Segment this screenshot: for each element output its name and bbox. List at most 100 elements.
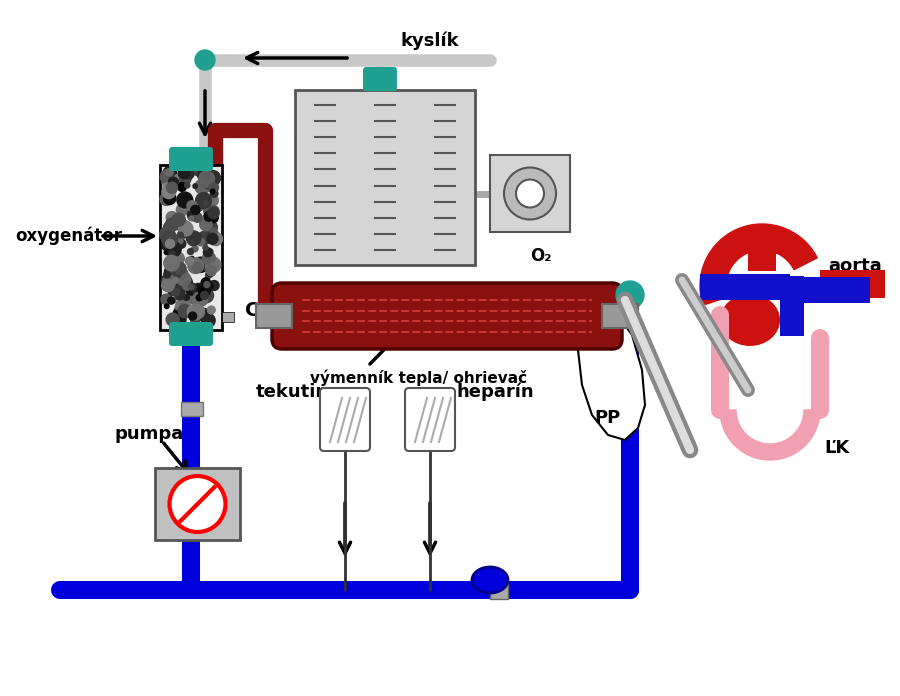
Circle shape: [177, 192, 193, 208]
Circle shape: [166, 212, 177, 223]
Bar: [490, 583, 508, 599]
Circle shape: [183, 282, 191, 290]
Circle shape: [163, 182, 174, 193]
Circle shape: [177, 238, 183, 244]
Circle shape: [178, 172, 191, 185]
Circle shape: [516, 180, 544, 207]
Circle shape: [189, 312, 196, 320]
Circle shape: [200, 219, 212, 231]
Circle shape: [172, 277, 178, 283]
Circle shape: [176, 299, 191, 314]
Circle shape: [161, 274, 176, 289]
Circle shape: [202, 183, 211, 191]
Circle shape: [168, 217, 173, 222]
Circle shape: [172, 216, 185, 230]
Circle shape: [201, 278, 211, 287]
Bar: [295, 90, 475, 265]
Circle shape: [189, 240, 194, 245]
Circle shape: [193, 299, 201, 306]
Text: tekutiny: tekutiny: [256, 383, 341, 401]
Circle shape: [172, 213, 185, 226]
Circle shape: [166, 242, 181, 257]
Circle shape: [209, 232, 222, 246]
Circle shape: [169, 476, 226, 532]
Circle shape: [184, 182, 190, 188]
Bar: [155, 468, 240, 540]
Circle shape: [175, 313, 186, 324]
Circle shape: [166, 169, 175, 177]
Circle shape: [209, 206, 219, 216]
Circle shape: [197, 238, 205, 246]
Circle shape: [198, 289, 204, 294]
Circle shape: [207, 306, 215, 314]
FancyBboxPatch shape: [405, 388, 455, 451]
Circle shape: [195, 308, 201, 314]
Circle shape: [204, 212, 213, 221]
Circle shape: [185, 200, 192, 207]
Circle shape: [204, 288, 211, 294]
Circle shape: [616, 281, 644, 309]
Circle shape: [165, 264, 180, 280]
Circle shape: [186, 231, 201, 246]
Circle shape: [190, 314, 200, 324]
Circle shape: [205, 257, 220, 273]
Bar: [490, 155, 570, 232]
Circle shape: [197, 170, 207, 180]
FancyBboxPatch shape: [169, 322, 213, 346]
FancyBboxPatch shape: [169, 147, 213, 171]
Circle shape: [207, 212, 218, 223]
Circle shape: [176, 204, 188, 216]
Circle shape: [209, 183, 219, 193]
Circle shape: [187, 200, 197, 211]
Circle shape: [164, 235, 174, 244]
Circle shape: [177, 182, 186, 191]
Circle shape: [211, 228, 217, 235]
Circle shape: [164, 250, 169, 255]
Text: heparín: heparín: [456, 383, 534, 402]
Circle shape: [179, 230, 188, 238]
Circle shape: [211, 263, 218, 270]
Polygon shape: [720, 410, 820, 460]
Circle shape: [159, 227, 175, 242]
Bar: [602, 304, 638, 328]
Circle shape: [187, 248, 194, 255]
Circle shape: [203, 205, 216, 217]
Circle shape: [188, 212, 196, 221]
FancyBboxPatch shape: [820, 270, 885, 298]
Circle shape: [170, 252, 184, 266]
Circle shape: [172, 298, 176, 303]
Circle shape: [166, 168, 173, 177]
Circle shape: [175, 268, 186, 280]
Circle shape: [202, 252, 215, 265]
Circle shape: [164, 271, 170, 278]
Circle shape: [162, 242, 171, 251]
Circle shape: [171, 279, 187, 294]
Circle shape: [180, 223, 190, 233]
Circle shape: [178, 168, 189, 179]
Circle shape: [171, 278, 177, 285]
Circle shape: [205, 171, 220, 186]
Circle shape: [206, 266, 216, 276]
Circle shape: [199, 288, 213, 303]
Circle shape: [203, 221, 218, 235]
Circle shape: [176, 175, 179, 179]
Circle shape: [201, 292, 209, 299]
Circle shape: [211, 190, 218, 197]
Circle shape: [163, 166, 176, 180]
Circle shape: [203, 281, 213, 291]
Circle shape: [181, 221, 190, 230]
Circle shape: [195, 285, 200, 290]
Circle shape: [208, 207, 220, 219]
Circle shape: [166, 182, 177, 193]
Circle shape: [190, 285, 195, 290]
Circle shape: [202, 245, 208, 251]
Circle shape: [196, 235, 202, 239]
Circle shape: [179, 221, 193, 236]
Circle shape: [206, 268, 215, 276]
Circle shape: [196, 204, 203, 211]
Circle shape: [181, 303, 186, 309]
Circle shape: [504, 168, 556, 219]
Circle shape: [162, 228, 174, 239]
Circle shape: [167, 264, 183, 278]
Bar: [160, 165, 222, 330]
